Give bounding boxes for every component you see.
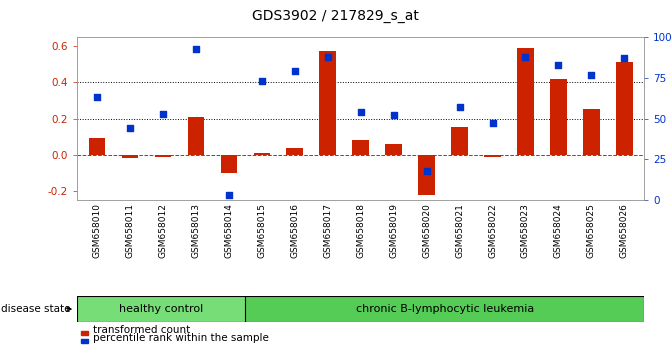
Text: disease state: disease state [1,304,71,314]
Point [553,62,564,68]
Text: healthy control: healthy control [119,304,203,314]
Point [520,54,531,59]
Point [125,126,136,131]
Bar [352,140,369,155]
Point [256,78,267,84]
Bar [550,79,567,155]
Point [389,113,399,118]
Point [191,46,201,51]
Bar [221,155,237,173]
Point [223,192,234,198]
Bar [616,62,633,155]
Point [289,69,300,74]
Text: GDS3902 / 217829_s_at: GDS3902 / 217829_s_at [252,9,419,23]
Text: transformed count: transformed count [93,325,190,335]
FancyBboxPatch shape [77,296,246,322]
Point [91,95,102,100]
Point [322,54,333,59]
Bar [89,138,105,155]
Bar [254,153,270,155]
Text: percentile rank within the sample: percentile rank within the sample [93,333,268,343]
Point [619,56,630,61]
Point [158,111,168,116]
Point [487,121,498,126]
Point [421,168,432,173]
Point [356,109,366,115]
Bar [385,144,402,155]
Bar [452,127,468,155]
FancyBboxPatch shape [246,296,644,322]
Point [586,72,597,78]
Bar [188,117,204,155]
Bar [319,51,336,155]
Bar [287,148,303,155]
Text: chronic B-lymphocytic leukemia: chronic B-lymphocytic leukemia [356,304,534,314]
Bar [583,109,600,155]
Bar [121,155,138,158]
Bar [517,48,533,155]
Bar [484,155,501,156]
Point [454,104,465,110]
Bar [154,155,171,156]
Bar [418,155,435,195]
